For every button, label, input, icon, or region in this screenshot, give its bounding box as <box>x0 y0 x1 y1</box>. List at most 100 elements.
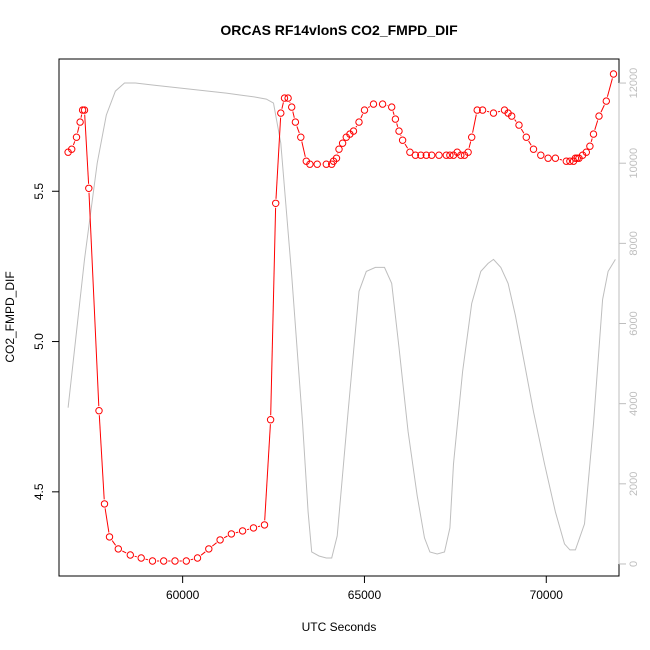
series-connector <box>190 558 194 561</box>
data-point <box>338 139 347 147</box>
series-connector <box>468 141 472 148</box>
data-point <box>360 106 369 114</box>
data-point <box>160 557 168 565</box>
data-point <box>468 133 476 141</box>
data-point <box>68 145 76 153</box>
series-connector <box>472 114 477 133</box>
data-point <box>522 133 530 141</box>
data-point <box>442 151 450 159</box>
data-point <box>80 106 89 114</box>
series-connector <box>88 192 100 407</box>
data-point <box>417 151 425 159</box>
series-connector <box>528 140 532 146</box>
series-connector <box>396 123 399 127</box>
data-point <box>322 160 330 168</box>
series-connector <box>520 128 525 134</box>
data-point <box>562 157 570 165</box>
data-point <box>277 109 285 117</box>
series-connector <box>275 117 282 199</box>
data-point <box>388 103 396 111</box>
series-connector <box>80 114 83 118</box>
series-connector <box>355 125 358 128</box>
data-point <box>473 106 481 114</box>
series-connector <box>235 531 239 534</box>
data-point <box>508 112 516 120</box>
data-point <box>272 199 280 208</box>
data-point <box>85 184 93 193</box>
series-connector <box>104 508 110 533</box>
series-connector <box>145 558 149 561</box>
data-point <box>182 557 191 565</box>
series-connector <box>281 102 284 109</box>
data-point <box>582 148 590 156</box>
data-point <box>260 521 269 529</box>
series-connector <box>264 424 271 521</box>
data-point <box>349 127 358 135</box>
data-point <box>76 118 84 126</box>
data-point <box>95 407 103 415</box>
series-connector <box>270 207 277 416</box>
primary-series-connectors <box>72 78 613 562</box>
chart-title: ORCAS RF14vlonS CO2_FMPD_DIF <box>220 22 458 38</box>
series-connector <box>360 113 364 119</box>
x-tick-label: 70000 <box>530 588 564 602</box>
data-point <box>313 160 321 168</box>
data-point <box>72 133 81 141</box>
data-point <box>406 148 414 156</box>
data-point <box>148 557 157 565</box>
x-axis-label: UTC Seconds <box>302 620 377 634</box>
y2-tick-label: 0 <box>628 561 640 567</box>
series-connector <box>122 550 127 554</box>
series-connector <box>606 78 613 97</box>
series-connector <box>392 111 395 115</box>
series-connector <box>98 415 105 500</box>
y2-tick-label: 4000 <box>628 391 640 415</box>
data-point <box>422 151 430 159</box>
data-point <box>280 94 289 102</box>
data-point <box>395 127 403 135</box>
y-tick-label: 5.0 <box>32 333 46 350</box>
secondary-series-layer <box>67 82 616 559</box>
data-point <box>378 100 387 108</box>
data-point <box>589 130 598 138</box>
series-connector <box>367 106 371 109</box>
y2-tick-label: 8000 <box>628 231 640 255</box>
data-point <box>306 160 314 168</box>
series-connector <box>134 555 137 558</box>
series-connector <box>301 141 306 157</box>
data-point <box>193 554 202 562</box>
data-point <box>335 145 343 153</box>
data-point <box>435 151 443 159</box>
data-point <box>478 106 487 114</box>
series-connector <box>77 126 80 133</box>
data-point <box>566 157 574 165</box>
data-point <box>457 151 465 159</box>
data-point <box>284 94 292 102</box>
data-point <box>297 133 305 141</box>
data-point <box>205 545 213 553</box>
data-point <box>78 106 87 114</box>
series-connector <box>211 542 217 547</box>
data-point <box>171 557 179 565</box>
data-point <box>586 142 594 150</box>
data-point <box>551 154 560 162</box>
data-point <box>238 527 247 535</box>
series-connector <box>257 525 261 528</box>
data-point <box>216 536 224 544</box>
data-point <box>100 500 109 508</box>
series-connector <box>486 110 490 113</box>
data-point <box>332 154 341 162</box>
data-point <box>602 97 610 105</box>
data-point <box>489 109 498 117</box>
y-axis-left: 4.5 5.0 5.5 <box>32 183 60 500</box>
data-point <box>355 118 363 126</box>
series-connector <box>111 540 117 546</box>
data-point <box>249 524 258 532</box>
x-axis: 60000 65000 70000 <box>166 575 564 602</box>
series-connector <box>559 158 563 161</box>
y2-tick-label: 6000 <box>628 311 640 335</box>
series-connector <box>223 535 228 539</box>
y2-tick-label: 2000 <box>628 472 640 496</box>
data-point <box>428 151 436 159</box>
data-point <box>411 151 420 159</box>
